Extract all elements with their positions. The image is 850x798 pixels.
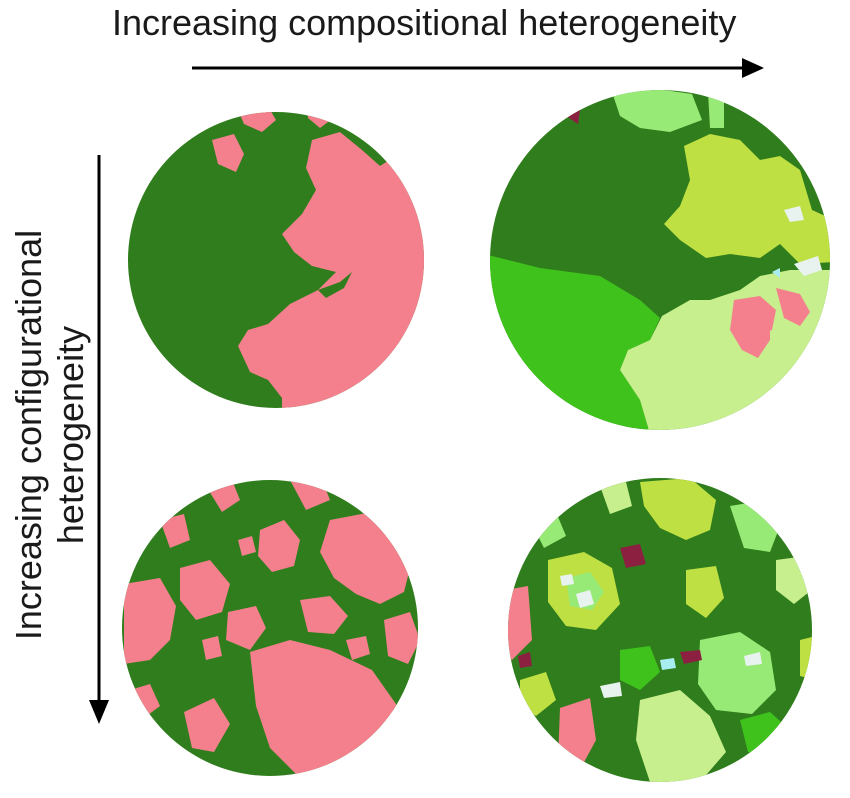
compositional-heterogeneity-label: Increasing compositional heterogeneity <box>112 2 737 43</box>
landscape-high-composition-high-configuration <box>508 478 812 782</box>
landscape-high-composition-low-configuration <box>490 90 830 430</box>
landscape-low-composition-high-configuration <box>122 480 418 776</box>
vertical-arrow <box>89 155 109 724</box>
landscape-low-composition-low-configuration <box>128 112 424 408</box>
horizontal-arrow <box>192 58 764 78</box>
